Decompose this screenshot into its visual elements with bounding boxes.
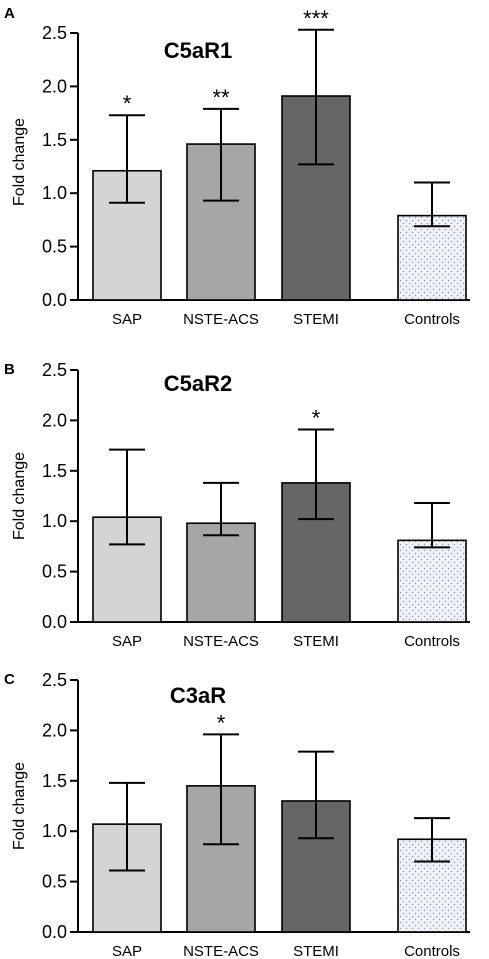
chart-title: C5aR1 [164, 38, 232, 63]
significance-marker: *** [303, 6, 329, 31]
x-category-label: SAP [112, 311, 142, 328]
y-tick-label: 0.5 [42, 237, 67, 257]
y-tick-label: 0.0 [42, 290, 67, 310]
x-category-label: SAP [112, 633, 142, 650]
y-tick-label: 0.0 [42, 922, 67, 942]
bar-controls [397, 214, 467, 301]
bar-nste-acs [186, 522, 256, 623]
y-tick-label: 1.0 [42, 821, 67, 841]
panel-letter: C [4, 671, 15, 688]
y-tick-label: 1.0 [42, 511, 67, 531]
panel-letter: A [4, 5, 15, 22]
significance-marker: * [217, 710, 226, 735]
y-axis-label: Fold change [11, 118, 28, 206]
y-tick-label: 2.5 [42, 23, 67, 43]
y-tick-label: 1.0 [42, 183, 67, 203]
significance-marker: ** [212, 85, 230, 110]
x-category-label: STEMI [293, 311, 339, 328]
chart-title: C5aR2 [164, 371, 232, 396]
bar-controls [397, 539, 467, 623]
y-tick-label: 2.0 [42, 76, 67, 96]
y-tick-label: 2.5 [42, 360, 67, 380]
x-category-label: STEMI [293, 633, 339, 650]
bar-stemi [281, 800, 351, 933]
x-category-label: SAP [112, 943, 142, 959]
x-category-label: NSTE-ACS [183, 943, 259, 959]
y-tick-label: 1.5 [42, 461, 67, 481]
y-tick-label: 1.5 [42, 130, 67, 150]
y-axis-label: Fold change [11, 452, 28, 540]
y-tick-label: 1.5 [42, 771, 67, 791]
x-category-label: Controls [404, 633, 460, 650]
x-category-label: NSTE-ACS [183, 311, 259, 328]
y-axis-label: Fold change [11, 762, 28, 850]
x-category-label: Controls [404, 943, 460, 959]
x-category-label: NSTE-ACS [183, 633, 259, 650]
significance-marker: * [312, 405, 321, 430]
y-tick-label: 0.5 [42, 872, 67, 892]
y-tick-label: 2.0 [42, 410, 67, 430]
y-tick-label: 0.5 [42, 562, 67, 582]
x-category-label: STEMI [293, 943, 339, 959]
x-category-label: Controls [404, 311, 460, 328]
panel-letter: B [4, 361, 15, 378]
y-tick-label: 2.0 [42, 720, 67, 740]
y-tick-label: 0.0 [42, 612, 67, 632]
significance-marker: * [123, 91, 132, 116]
y-tick-label: 2.5 [42, 670, 67, 690]
chart-title: C3aR [170, 683, 226, 708]
